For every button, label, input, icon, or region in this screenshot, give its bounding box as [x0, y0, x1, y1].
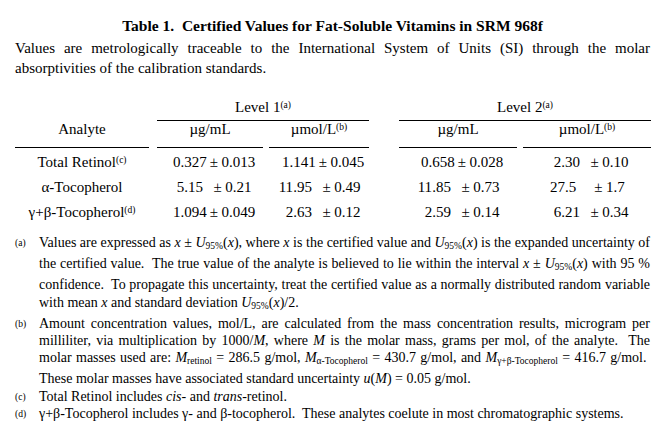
level2-label: Level 2: [497, 99, 542, 115]
document-page: Table 1. Certified Values for Fat-Solubl…: [0, 0, 663, 443]
footnote-text: Total Retinol includes cis- and trans-re…: [39, 388, 650, 405]
spacer-cell: [149, 121, 157, 148]
footnote-text: γ+β-Tocopherol includes γ- and β-tocophe…: [39, 405, 650, 422]
analyte-label: α-Tocopherol: [42, 179, 123, 195]
spacer-cell: [149, 200, 157, 225]
value-cell: 0.327± 0.013: [157, 148, 263, 175]
table-row-alpha-tocopherol: α-Tocopherol 5.15± 0.21 11.95± 0.49 11.8…: [15, 175, 650, 200]
spacer-cell: [369, 99, 399, 121]
spacer-cell: [149, 175, 157, 200]
value-cell: 11.95± 0.49: [269, 175, 369, 200]
level1-label: Level 1: [235, 99, 280, 115]
unit-header-l2-umoll: µmol/L(b): [523, 121, 651, 148]
level1-footnote-ref: (a): [280, 100, 291, 110]
level2-header: Level 2(a): [399, 99, 651, 121]
spacer-cell: [369, 175, 399, 200]
footnote-a: (a) Values are expressed as x ± U95%(x),…: [15, 234, 650, 315]
unit-label: µmol/L: [559, 121, 604, 137]
unit-label: µmol/L: [291, 121, 336, 137]
unit-header-l2-ugml: µg/mL: [399, 121, 517, 148]
analyte-label: γ+β-Tocopherol: [29, 204, 125, 220]
value-cell: 6.21± 0.34: [523, 200, 651, 225]
level2-footnote-ref: (a): [542, 100, 553, 110]
value-cell: 2.59± 0.14: [399, 200, 517, 225]
footnote-marker: (b): [15, 316, 39, 389]
table-row-gamma-beta-tocopherol: γ+β-Tocopherol(d) 1.094± 0.049 2.63± 0.1…: [15, 200, 650, 225]
analyte-cell: Total Retinol(c): [15, 148, 149, 175]
footnote-marker: (d): [15, 406, 39, 423]
intro-paragraph: Values are metrologically traceable to t…: [15, 38, 650, 78]
unit-header-l1-umoll: µmol/L(b): [269, 121, 369, 148]
footnote-text: Values are expressed as x ± U95%(x), whe…: [39, 234, 650, 315]
footnote-d: (d) γ+β-Tocopherol includes γ- and β-toc…: [15, 405, 650, 422]
analyte-footnote-ref: (c): [116, 155, 127, 165]
spacer-cell: [369, 148, 399, 175]
unit-label: µg/mL: [437, 121, 478, 137]
analyte-cell: γ+β-Tocopherol(d): [15, 200, 149, 225]
footnote-b: (b) Amount concentration values, mol/L, …: [15, 315, 650, 388]
level-header-row: Level 1(a) Level 2(a): [15, 99, 650, 121]
analyte-footnote-ref: (d): [124, 205, 135, 215]
footnote-marker: (a): [15, 235, 39, 316]
spacer-cell: [369, 200, 399, 225]
spacer-cell: [149, 148, 157, 175]
unit-header-row: Analyte µg/mL µmol/L(b) µg/mL µmol/L(b): [15, 121, 650, 148]
analyte-cell: α-Tocopherol: [15, 175, 149, 200]
unit-footnote-ref: (b): [604, 122, 615, 132]
unit-footnote-ref: (b): [336, 122, 347, 132]
spacer-cell: [369, 121, 399, 148]
level1-header: Level 1(a): [157, 99, 369, 121]
value-cell: 2.63± 0.12: [269, 200, 369, 225]
unit-header-l1-ugml: µg/mL: [157, 121, 263, 148]
analyte-column-header: Analyte: [15, 121, 149, 148]
spacer-cell: [15, 99, 149, 121]
spacer-cell: [149, 99, 157, 121]
table-title: Table 1. Certified Values for Fat-Solubl…: [15, 16, 650, 36]
table-row-total-retinol: Total Retinol(c) 0.327± 0.013 1.141± 0.0…: [15, 148, 650, 175]
footnote-marker: (c): [15, 389, 39, 406]
value-cell: 27.5± 1.7: [523, 175, 651, 200]
analyte-label: Total Retinol: [37, 154, 116, 170]
footnote-c: (c) Total Retinol includes cis- and tran…: [15, 388, 650, 405]
value-cell: 1.094± 0.049: [157, 200, 263, 225]
value-cell: 11.85± 0.73: [399, 175, 517, 200]
value-cell: 0.658± 0.028: [399, 148, 517, 175]
certified-values-table: Level 1(a) Level 2(a) Analyte µg/mL µmol…: [15, 99, 650, 225]
unit-label: µg/mL: [189, 121, 230, 137]
footnotes-section: (a) Values are expressed as x ± U95%(x),…: [15, 234, 650, 422]
footnote-text: Amount concentration values, mol/L, are …: [39, 315, 650, 388]
value-cell: 2.30± 0.10: [523, 148, 651, 175]
value-cell: 5.15± 0.21: [157, 175, 263, 200]
value-cell: 1.141± 0.045: [269, 148, 369, 175]
